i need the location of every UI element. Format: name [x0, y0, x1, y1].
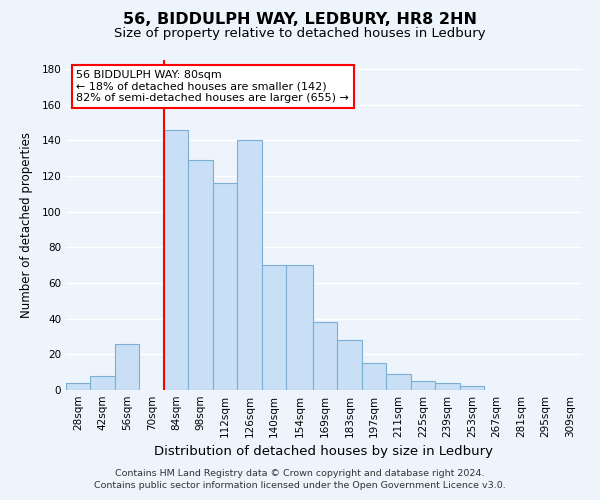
Bar — [435, 383, 460, 390]
Bar — [115, 344, 139, 390]
Text: 56, BIDDULPH WAY, LEDBURY, HR8 2HN: 56, BIDDULPH WAY, LEDBURY, HR8 2HN — [123, 12, 477, 28]
Bar — [410, 381, 435, 390]
Text: Size of property relative to detached houses in Ledbury: Size of property relative to detached ho… — [114, 28, 486, 40]
Bar — [91, 376, 115, 390]
Text: Contains HM Land Registry data © Crown copyright and database right 2024.: Contains HM Land Registry data © Crown c… — [115, 468, 485, 477]
Bar — [386, 374, 410, 390]
Y-axis label: Number of detached properties: Number of detached properties — [20, 132, 33, 318]
Bar — [164, 130, 188, 390]
Text: 56 BIDDULPH WAY: 80sqm
← 18% of detached houses are smaller (142)
82% of semi-de: 56 BIDDULPH WAY: 80sqm ← 18% of detached… — [76, 70, 349, 103]
Bar — [262, 265, 286, 390]
Bar — [337, 340, 362, 390]
Bar — [213, 183, 238, 390]
Bar — [286, 265, 313, 390]
Bar — [66, 383, 91, 390]
Bar — [188, 160, 213, 390]
Bar — [238, 140, 262, 390]
Text: Contains public sector information licensed under the Open Government Licence v3: Contains public sector information licen… — [94, 481, 506, 490]
Bar — [313, 322, 337, 390]
Bar — [460, 386, 484, 390]
Bar — [362, 363, 386, 390]
X-axis label: Distribution of detached houses by size in Ledbury: Distribution of detached houses by size … — [155, 446, 493, 458]
